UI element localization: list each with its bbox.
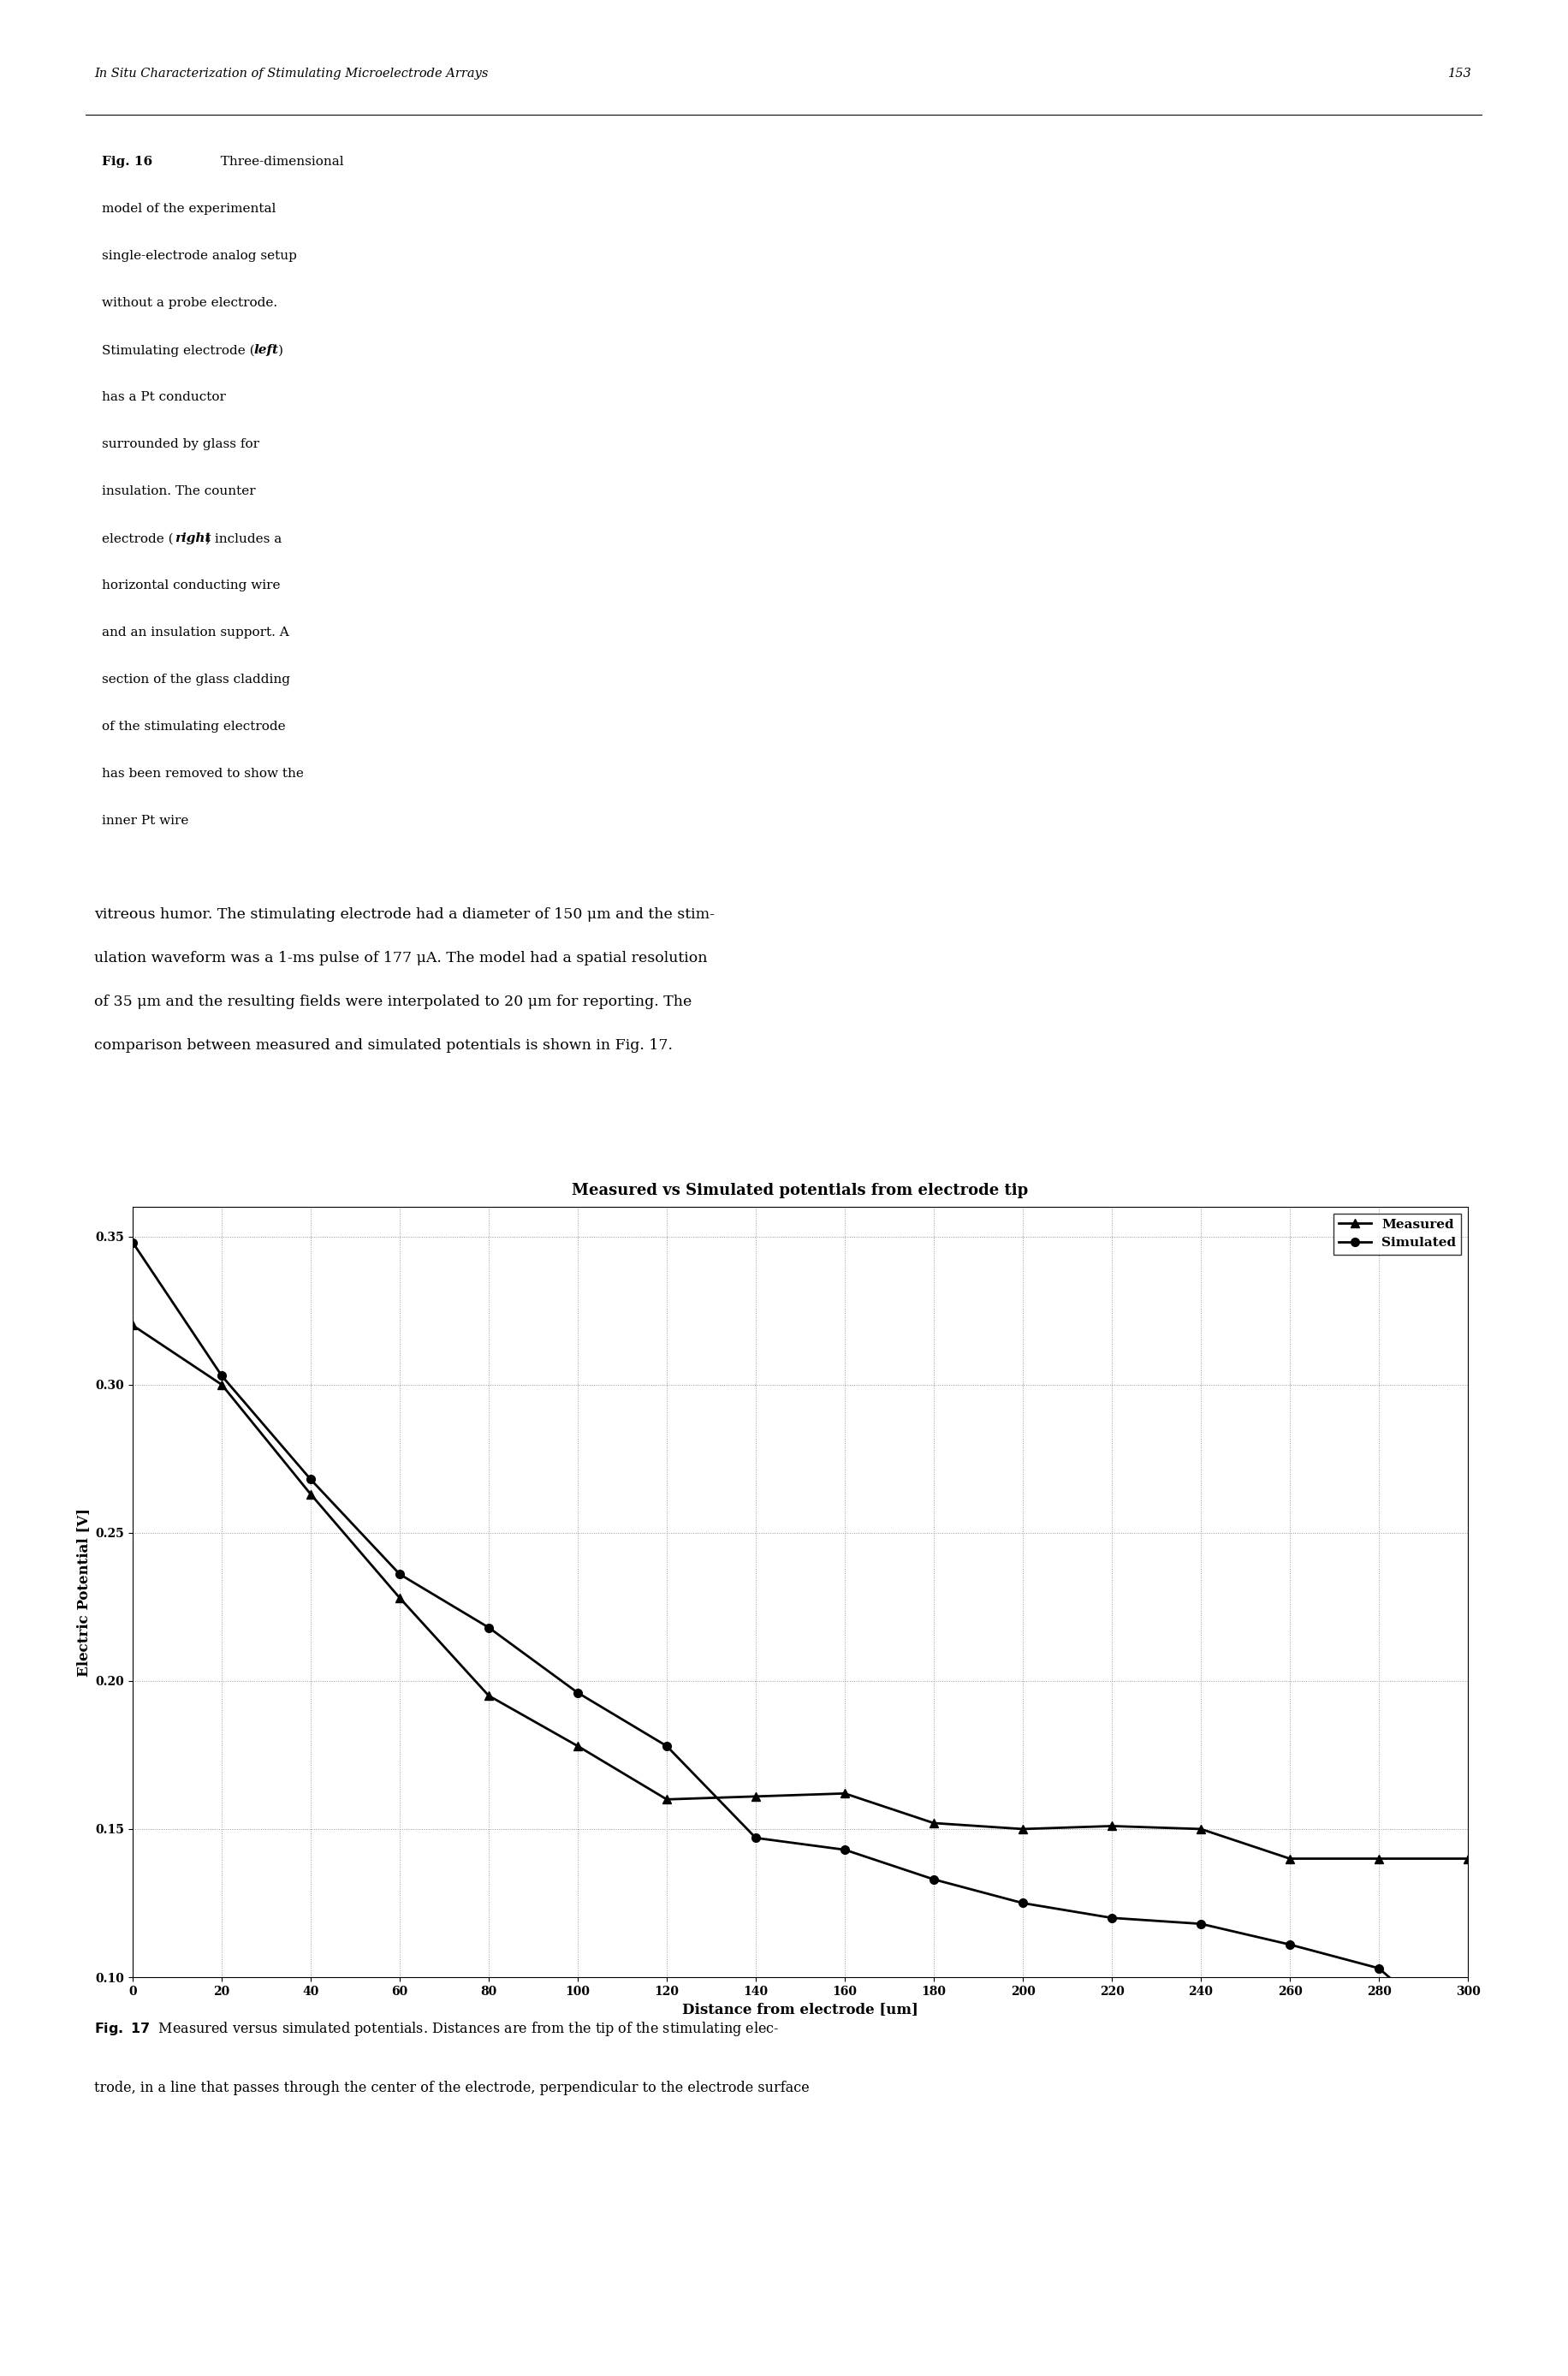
Simulated	[1192, 1910, 1210, 1939]
Line: Measured: Measured	[129, 1321, 1472, 1863]
Measured	[657, 1784, 676, 1813]
Measured	[1192, 1815, 1210, 1844]
Simulated	[568, 1677, 586, 1706]
Simulated	[836, 1837, 855, 1865]
Text: 153: 153	[1449, 67, 1472, 81]
Text: right: right	[174, 532, 212, 544]
Measured	[925, 1808, 944, 1837]
Y-axis label: Electric Potential [V]: Electric Potential [V]	[75, 1509, 91, 1677]
Simulated	[480, 1613, 499, 1642]
Text: Fig. 16: Fig. 16	[102, 157, 152, 169]
Simulated	[301, 1466, 320, 1495]
Measured	[836, 1780, 855, 1808]
Text: inner Pt wire: inner Pt wire	[102, 815, 188, 827]
X-axis label: Distance from electrode [um]: Distance from electrode [um]	[682, 2003, 919, 2017]
Text: model of the experimental: model of the experimental	[102, 202, 276, 216]
Text: and an insulation support. A: and an insulation support. A	[102, 627, 289, 639]
Measured	[746, 1782, 765, 1811]
Measured	[480, 1682, 499, 1711]
Text: has a Pt conductor: has a Pt conductor	[102, 392, 226, 404]
Simulated	[657, 1732, 676, 1761]
Text: ): )	[279, 345, 284, 356]
Text: single-electrode analog setup: single-electrode analog setup	[102, 249, 296, 261]
Simulated	[390, 1561, 409, 1590]
Text: comparison between measured and simulated potentials is shown in Fig. 17.: comparison between measured and simulate…	[94, 1038, 673, 1053]
Text: without a probe electrode.: without a probe electrode.	[102, 297, 278, 309]
Simulated	[1281, 1929, 1300, 1958]
Text: of the stimulating electrode: of the stimulating electrode	[102, 720, 285, 732]
Simulated	[124, 1228, 143, 1257]
Simulated	[925, 1865, 944, 1894]
Text: has been removed to show the: has been removed to show the	[102, 767, 304, 779]
Text: horizontal conducting wire: horizontal conducting wire	[102, 580, 281, 592]
Simulated	[1013, 1889, 1032, 1917]
Line: Simulated: Simulated	[129, 1238, 1472, 2050]
Measured	[1458, 1844, 1477, 1872]
Text: surrounded by glass for: surrounded by glass for	[102, 440, 260, 451]
Simulated	[212, 1361, 230, 1390]
Simulated	[746, 1825, 765, 1853]
Simulated	[1369, 1953, 1388, 1982]
Simulated	[1458, 2031, 1477, 2060]
Simulated	[1102, 1903, 1121, 1932]
Measured	[568, 1732, 586, 1761]
Text: vitreous humor. The stimulating electrode had a diameter of 150 μm and the stim-: vitreous humor. The stimulating electrod…	[94, 908, 715, 922]
Legend: Measured, Simulated: Measured, Simulated	[1333, 1214, 1461, 1255]
Text: insulation. The counter: insulation. The counter	[102, 485, 256, 497]
Measured	[1013, 1815, 1032, 1844]
Measured	[1281, 1844, 1300, 1872]
Text: $\mathbf{Fig.\ 17}$  Measured versus simulated potentials. Distances are from th: $\mathbf{Fig.\ 17}$ Measured versus simu…	[94, 2020, 779, 2039]
Text: ) includes a: ) includes a	[205, 532, 282, 544]
Measured	[124, 1312, 143, 1340]
Measured	[301, 1480, 320, 1509]
Text: left: left	[254, 345, 279, 356]
Text: ulation waveform was a 1-ms pulse of 177 μA. The model had a spatial resolution: ulation waveform was a 1-ms pulse of 177…	[94, 950, 707, 965]
Text: of 35 μm and the resulting fields were interpolated to 20 μm for reporting. The: of 35 μm and the resulting fields were i…	[94, 996, 691, 1010]
Measured	[390, 1585, 409, 1613]
Text: trode, in a line that passes through the center of the electrode, perpendicular : trode, in a line that passes through the…	[94, 2081, 809, 2096]
Text: Three-dimensional: Three-dimensional	[212, 157, 343, 169]
Measured	[1102, 1813, 1121, 1841]
Text: Stimulating electrode (: Stimulating electrode (	[102, 345, 256, 356]
Measured	[212, 1371, 230, 1399]
Text: section of the glass cladding: section of the glass cladding	[102, 675, 290, 687]
Text: electrode (: electrode (	[102, 532, 174, 544]
Title: Measured vs Simulated potentials from electrode tip: Measured vs Simulated potentials from el…	[572, 1183, 1029, 1198]
Text: In Situ Characterization of Stimulating Microelectrode Arrays: In Situ Characterization of Stimulating …	[94, 67, 488, 81]
Measured	[1369, 1844, 1388, 1872]
